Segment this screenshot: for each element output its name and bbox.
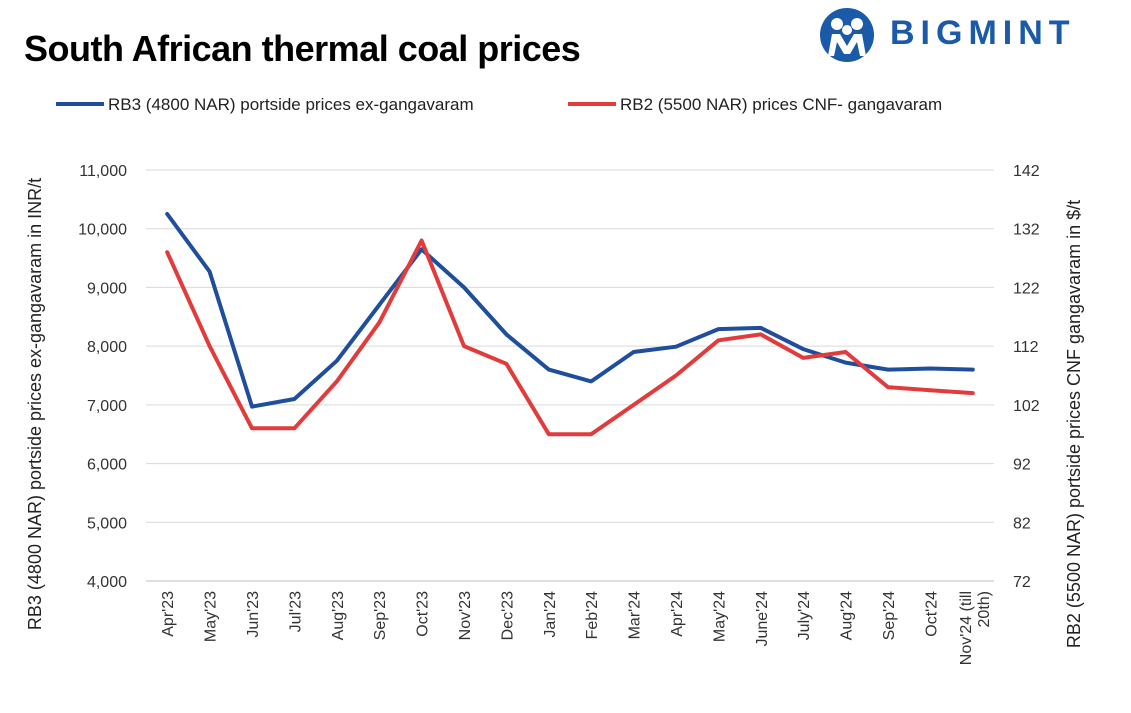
x-tick-label: May'24	[711, 591, 728, 642]
x-tick-label: Oct'24	[923, 591, 940, 637]
x-tick-label: Aug'24	[839, 591, 856, 640]
x-tick-label: Mar'24	[627, 591, 644, 640]
x-tick-label: Dec'23	[499, 591, 516, 640]
left-tick-label: 7,000	[87, 398, 127, 415]
brand-logo: BIGMINT	[818, 6, 1124, 64]
people-logo-icon	[820, 8, 874, 62]
x-tick-label: June'24	[754, 591, 771, 647]
right-tick-label: 122	[1013, 280, 1040, 297]
right-axis-ticks: 72 82 92 102 112 122 132 142	[1013, 163, 1040, 591]
left-tick-label: 10,000	[78, 222, 127, 239]
right-axis-title: RB2 (5500 NAR) portside prices CNF ganga…	[1064, 200, 1084, 648]
left-tick-label: 8,000	[87, 339, 127, 356]
x-tick-label: Sep'23	[372, 591, 389, 640]
brand-logo-text: BIGMINT	[890, 14, 1076, 52]
legend-label-1: RB3 (4800 NAR) portside prices ex-gangav…	[108, 95, 474, 114]
x-tick-label: Jan'24	[542, 591, 559, 638]
right-tick-label: 112	[1013, 339, 1039, 356]
right-tick-label: 132	[1013, 222, 1040, 239]
right-tick-label: 82	[1013, 515, 1031, 532]
x-tick-label: Apr'24	[669, 591, 686, 637]
left-axis-ticks: 4,000 5,000 6,000 7,000 8,000 9,000 10,000 11,0…	[78, 163, 127, 591]
left-tick-label: 5,000	[87, 515, 127, 532]
x-tick-label: Jul'23	[287, 591, 304, 632]
x-tick-label: Nov'24 (till20th)	[958, 591, 993, 665]
left-axis-title: RB3 (4800 NAR) portside prices ex-gangav…	[25, 178, 45, 630]
legend-label-2: RB2 (5500 NAR) prices CNF- gangavaram	[620, 95, 942, 114]
x-tick-label: Feb'24	[584, 591, 601, 640]
series-line-2	[165, 238, 975, 437]
x-tick-label: Nov'23	[457, 591, 474, 640]
x-axis-ticks: Apr'23 May'23 Jun'23 Jul'23 Aug'23 Sep'23 Oct'…	[160, 591, 993, 665]
series-line-1	[165, 212, 975, 409]
x-tick-label: May'23	[203, 591, 220, 642]
x-tick-label: Jun'23	[245, 591, 262, 638]
gridlines	[146, 169, 994, 582]
right-tick-label: 92	[1013, 457, 1031, 474]
x-tick-label: Oct'23	[415, 591, 432, 637]
x-tick-label: Aug'23	[330, 591, 347, 640]
x-tick-label: Sep'24	[881, 591, 898, 640]
right-tick-label: 72	[1013, 574, 1031, 591]
left-tick-label: 11,000	[79, 163, 127, 180]
left-tick-label: 6,000	[87, 457, 127, 474]
series-lines	[165, 212, 975, 437]
x-tick-label: Apr'23	[160, 591, 177, 637]
legend: RB3 (4800 NAR) portside prices ex-gangav…	[56, 95, 942, 114]
right-tick-label: 142	[1013, 163, 1040, 180]
x-tick-label: July'24	[796, 591, 813, 640]
right-tick-label: 102	[1013, 398, 1040, 415]
left-tick-label: 4,000	[87, 574, 127, 591]
left-tick-label: 9,000	[87, 280, 127, 297]
chart-title: South African thermal coal prices	[24, 28, 581, 69]
